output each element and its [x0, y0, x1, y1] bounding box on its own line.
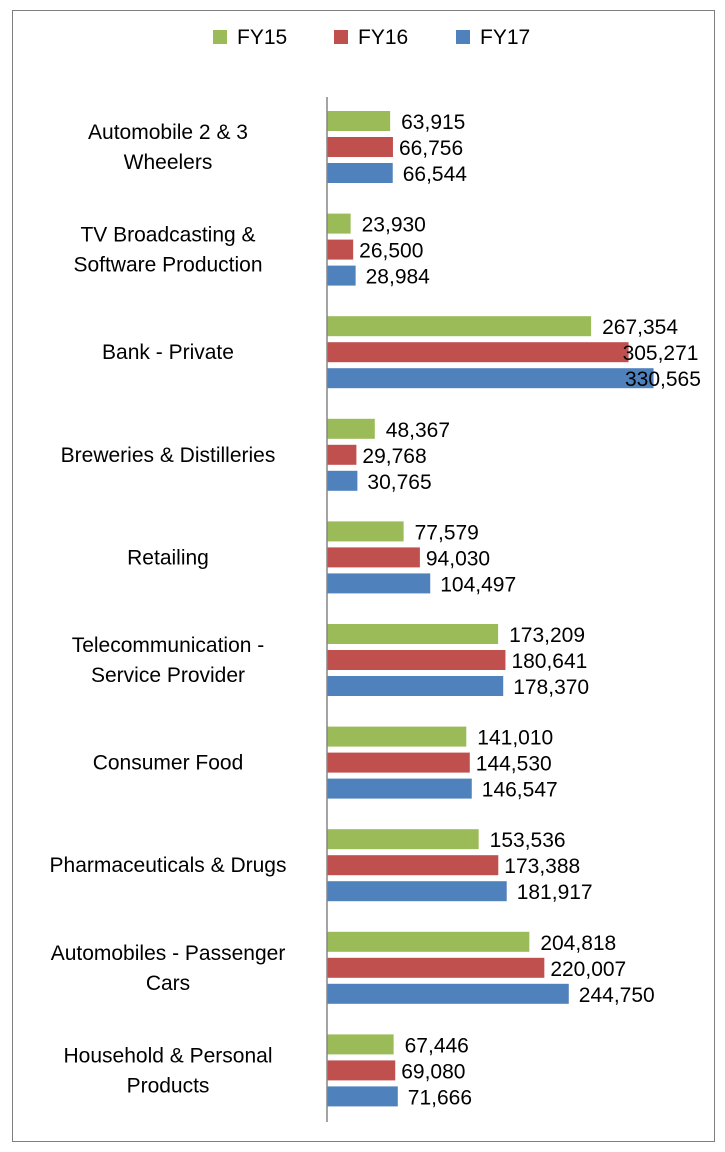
legend-label-fy15: FY15 — [237, 26, 287, 49]
category-label-line: Pharmaceuticals & Drugs — [50, 854, 287, 877]
value-label-fy15-3: 48,367 — [386, 419, 450, 442]
bar-fy15-1 — [327, 213, 351, 234]
bar-fy17-4 — [327, 573, 431, 594]
bar-fy15-4 — [327, 521, 404, 542]
value-label-fy16-1: 26,500 — [359, 240, 423, 263]
category-label-7: Pharmaceuticals & Drugs — [50, 854, 287, 877]
category-label-line: Wheelers — [124, 151, 213, 174]
legend-swatch-fy15 — [213, 30, 227, 44]
bar-fy17-8 — [327, 983, 569, 1004]
value-label-fy15-1: 23,930 — [362, 214, 426, 237]
value-label-fy17-5: 178,370 — [513, 676, 589, 699]
bar-fy16-4 — [327, 547, 420, 568]
value-label-fy16-0: 66,756 — [399, 137, 463, 160]
bar-fy17-1 — [327, 265, 356, 286]
category-label-line: Service Provider — [91, 664, 245, 687]
category-label-line: Household & Personal — [64, 1044, 273, 1067]
bar-fy15-6 — [327, 726, 467, 747]
bar-fy17-5 — [327, 676, 504, 696]
category-label-5: Telecommunication - Service Provider — [72, 634, 265, 687]
bar-fy16-9 — [327, 1060, 396, 1081]
value-label-fy15-6: 141,010 — [477, 727, 553, 750]
category-label-6: Consumer Food — [93, 752, 244, 775]
value-label-fy17-4: 104,497 — [440, 573, 516, 596]
bar-fy16-0 — [327, 137, 393, 157]
category-label-1: TV Broadcasting & Software Production — [73, 224, 262, 277]
bar-fy17-0 — [327, 163, 393, 183]
value-label-fy16-8: 220,007 — [550, 958, 626, 981]
value-label-fy16-4: 94,030 — [426, 547, 490, 570]
bar-fy16-8 — [327, 957, 545, 978]
value-label-fy15-7: 153,536 — [490, 829, 566, 852]
value-label-fy17-8: 244,750 — [579, 984, 655, 1007]
category-label-0: Automobile 2 & 3 Wheelers — [88, 121, 248, 174]
legend-swatch-fy16 — [334, 30, 348, 44]
value-label-fy16-9: 69,080 — [401, 1060, 465, 1083]
legend-label-fy17: FY17 — [480, 26, 530, 49]
category-label-line: TV Broadcasting & — [80, 224, 255, 247]
bar-fy16-7 — [327, 855, 499, 876]
value-label-fy15-0: 63,915 — [401, 111, 465, 134]
bar-fy16-6 — [327, 752, 470, 773]
bar-fy15-3 — [327, 418, 375, 439]
value-label-fy17-0: 66,544 — [403, 163, 468, 186]
bar-fy16-3 — [327, 444, 357, 465]
value-labels: 63,915 66,756 66,544 23,930 26,500 28,984 267,… — [359, 111, 701, 1109]
bar-fy17-6 — [327, 778, 472, 799]
category-label-2: Bank - Private — [102, 341, 234, 364]
category-label-line: Software Production — [73, 254, 262, 277]
value-label-fy17-6: 146,547 — [482, 779, 558, 802]
bar-fy17-2 — [327, 368, 654, 389]
bars — [327, 111, 654, 1107]
bar-fy16-5 — [327, 650, 506, 670]
legend-label-fy16: FY16 — [358, 26, 408, 49]
value-label-fy16-6: 144,530 — [476, 753, 552, 776]
value-label-fy17-9: 71,666 — [408, 1086, 472, 1109]
category-label-line: Automobiles - Passenger — [51, 942, 286, 965]
bar-fy15-0 — [327, 111, 391, 131]
bar-fy15-7 — [327, 829, 479, 850]
bar-fy17-9 — [327, 1086, 398, 1107]
bar-fy15-2 — [327, 316, 592, 337]
value-label-fy16-2: 305,271 — [623, 342, 699, 365]
bar-fy16-1 — [327, 239, 354, 260]
category-label-line: Products — [127, 1074, 210, 1097]
bar-fy15-9 — [327, 1034, 394, 1055]
category-label-line: Cars — [146, 972, 190, 995]
value-label-fy15-5: 173,209 — [509, 624, 585, 647]
value-label-fy15-9: 67,446 — [405, 1034, 469, 1057]
value-label-fy16-3: 29,768 — [362, 445, 426, 468]
legend-swatch-fy17 — [456, 30, 470, 44]
value-label-fy17-7: 181,917 — [517, 881, 593, 904]
category-label-line: Retailing — [127, 546, 209, 569]
value-label-fy17-2: 330,565 — [625, 368, 701, 391]
category-label-8: Automobiles - Passenger Cars — [51, 942, 286, 995]
category-label-line: Consumer Food — [93, 752, 244, 775]
value-label-fy15-2: 267,354 — [602, 316, 678, 339]
category-label-4: Retailing — [127, 546, 209, 569]
category-label-line: Breweries & Distilleries — [61, 444, 276, 467]
category-labels: Automobile 2 & 3 Wheelers TV Broadcasting … — [50, 121, 287, 1097]
category-label-9: Household & Personal Products — [64, 1044, 273, 1097]
value-label-fy15-4: 77,579 — [415, 521, 479, 544]
category-label-3: Breweries & Distilleries — [61, 444, 276, 467]
bar-fy16-2 — [327, 342, 629, 363]
category-label-line: Telecommunication - — [72, 634, 265, 657]
bar-fy15-8 — [327, 931, 530, 952]
bar-fy15-5 — [327, 624, 499, 644]
value-label-fy17-1: 28,984 — [366, 266, 431, 289]
legend: FY15 FY16 FY17 — [213, 26, 530, 49]
value-label-fy17-3: 30,765 — [367, 471, 431, 494]
value-label-fy16-7: 173,388 — [504, 855, 580, 878]
value-label-fy16-5: 180,641 — [511, 650, 587, 673]
value-label-fy15-8: 204,818 — [540, 932, 616, 955]
bar-fy17-7 — [327, 881, 507, 902]
category-label-line: Automobile 2 & 3 — [88, 121, 248, 144]
bar-fy17-3 — [327, 470, 358, 491]
category-label-line: Bank - Private — [102, 341, 234, 364]
